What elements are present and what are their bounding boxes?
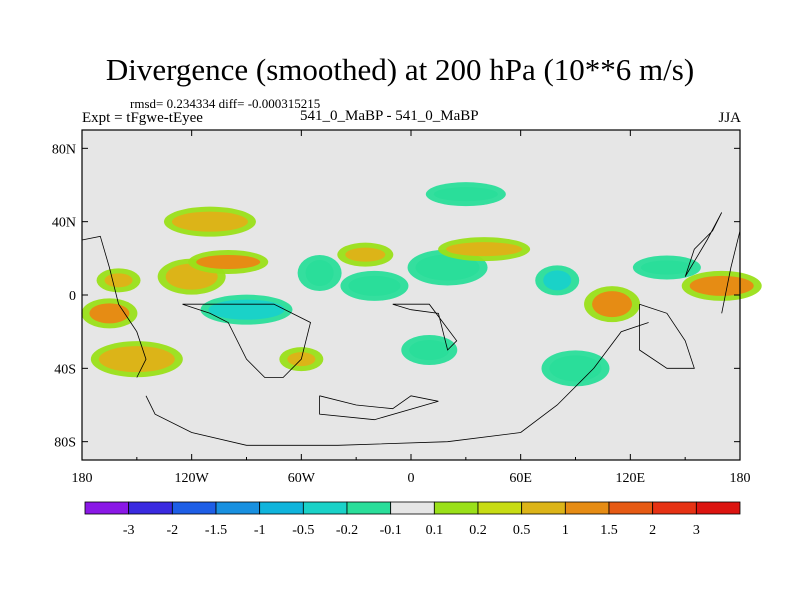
coastline <box>319 395 439 421</box>
colorbar-label: 1.5 <box>600 523 618 538</box>
field-region <box>98 346 175 373</box>
x-tick-label: 60W <box>288 471 316 486</box>
field-region <box>549 355 602 382</box>
colorbar-swatch <box>390 501 435 515</box>
field-region <box>196 255 261 269</box>
field-region <box>171 211 248 232</box>
case-subtitle: 541_0_MaBP - 541_0_MaBP <box>300 108 479 124</box>
coastline <box>81 235 147 378</box>
experiment-label: Expt = tFgwe-tEyee <box>82 110 203 126</box>
colorbar-swatch <box>302 501 348 515</box>
field-region <box>543 270 572 291</box>
colorbar-label: -0.5 <box>292 523 314 538</box>
x-tick-label: 180 <box>72 471 93 486</box>
colorbar-label: 2 <box>649 523 656 538</box>
y-tick-label: 80S <box>54 436 76 451</box>
colorbar-swatch <box>564 501 610 515</box>
colorbar-swatch <box>84 501 130 515</box>
colorbar-swatch <box>215 501 261 515</box>
y-tick-label: 40N <box>52 216 76 231</box>
field-region <box>409 340 450 360</box>
colorbar-label: -0.2 <box>336 523 358 538</box>
colorbar-label: 3 <box>693 523 700 538</box>
field-region <box>446 242 523 257</box>
y-tick-label: 0 <box>69 289 76 304</box>
field-region <box>208 299 285 320</box>
season-label: JJA <box>718 110 741 126</box>
coastline <box>684 212 723 277</box>
x-tick-label: 120E <box>616 471 646 486</box>
colorbar-swatch <box>171 501 217 515</box>
map-background <box>82 130 740 460</box>
chart-title: Divergence (smoothed) at 200 hPa (10**6 … <box>105 52 695 87</box>
field-region <box>305 260 334 286</box>
field-region <box>415 254 480 281</box>
field-region <box>345 247 386 262</box>
colorbar-label: 0.1 <box>426 523 444 538</box>
colorbar-swatch <box>608 501 654 515</box>
field-region <box>689 275 754 296</box>
colorbar-swatch <box>259 501 304 515</box>
colorbar-label: 1 <box>562 523 569 538</box>
rmsd-diff-stats: rmsd= 0.234334 diff= -0.000315215 <box>130 96 321 111</box>
colorbar-label: -1 <box>254 523 266 538</box>
field-region <box>592 291 633 318</box>
colorbar-label: 0.5 <box>513 523 531 538</box>
field-region <box>433 187 498 202</box>
field-region <box>89 303 130 324</box>
x-tick-label: 180 <box>730 471 751 486</box>
field-region <box>104 273 133 288</box>
field-region <box>640 260 693 275</box>
colorbar-swatch <box>433 501 479 515</box>
colorbar-swatch <box>346 501 392 515</box>
coastline <box>721 230 741 314</box>
colorbar-swatch <box>477 501 523 515</box>
y-tick-label: 80N <box>52 142 76 157</box>
x-tick-label: 120W <box>175 471 210 486</box>
x-tick-label: 0 <box>408 471 415 486</box>
colorbar-swatch <box>695 501 741 515</box>
coastline <box>639 303 695 369</box>
coastline <box>145 322 649 446</box>
coastline <box>392 303 458 351</box>
colorbar-swatch <box>521 501 566 515</box>
colorbar-label: -3 <box>123 523 135 538</box>
x-tick-label: 60E <box>509 471 532 486</box>
colorbar-label: -0.1 <box>380 523 402 538</box>
colorbar-label: -2 <box>166 523 178 538</box>
field-region <box>348 275 401 296</box>
colorbar-swatch <box>652 501 697 515</box>
colorbar-swatch <box>128 501 173 515</box>
colorbar-label: 0.2 <box>469 523 487 538</box>
y-tick-label: 40S <box>54 362 76 377</box>
coastline <box>182 303 311 378</box>
colorbar-label: -1.5 <box>205 523 227 538</box>
